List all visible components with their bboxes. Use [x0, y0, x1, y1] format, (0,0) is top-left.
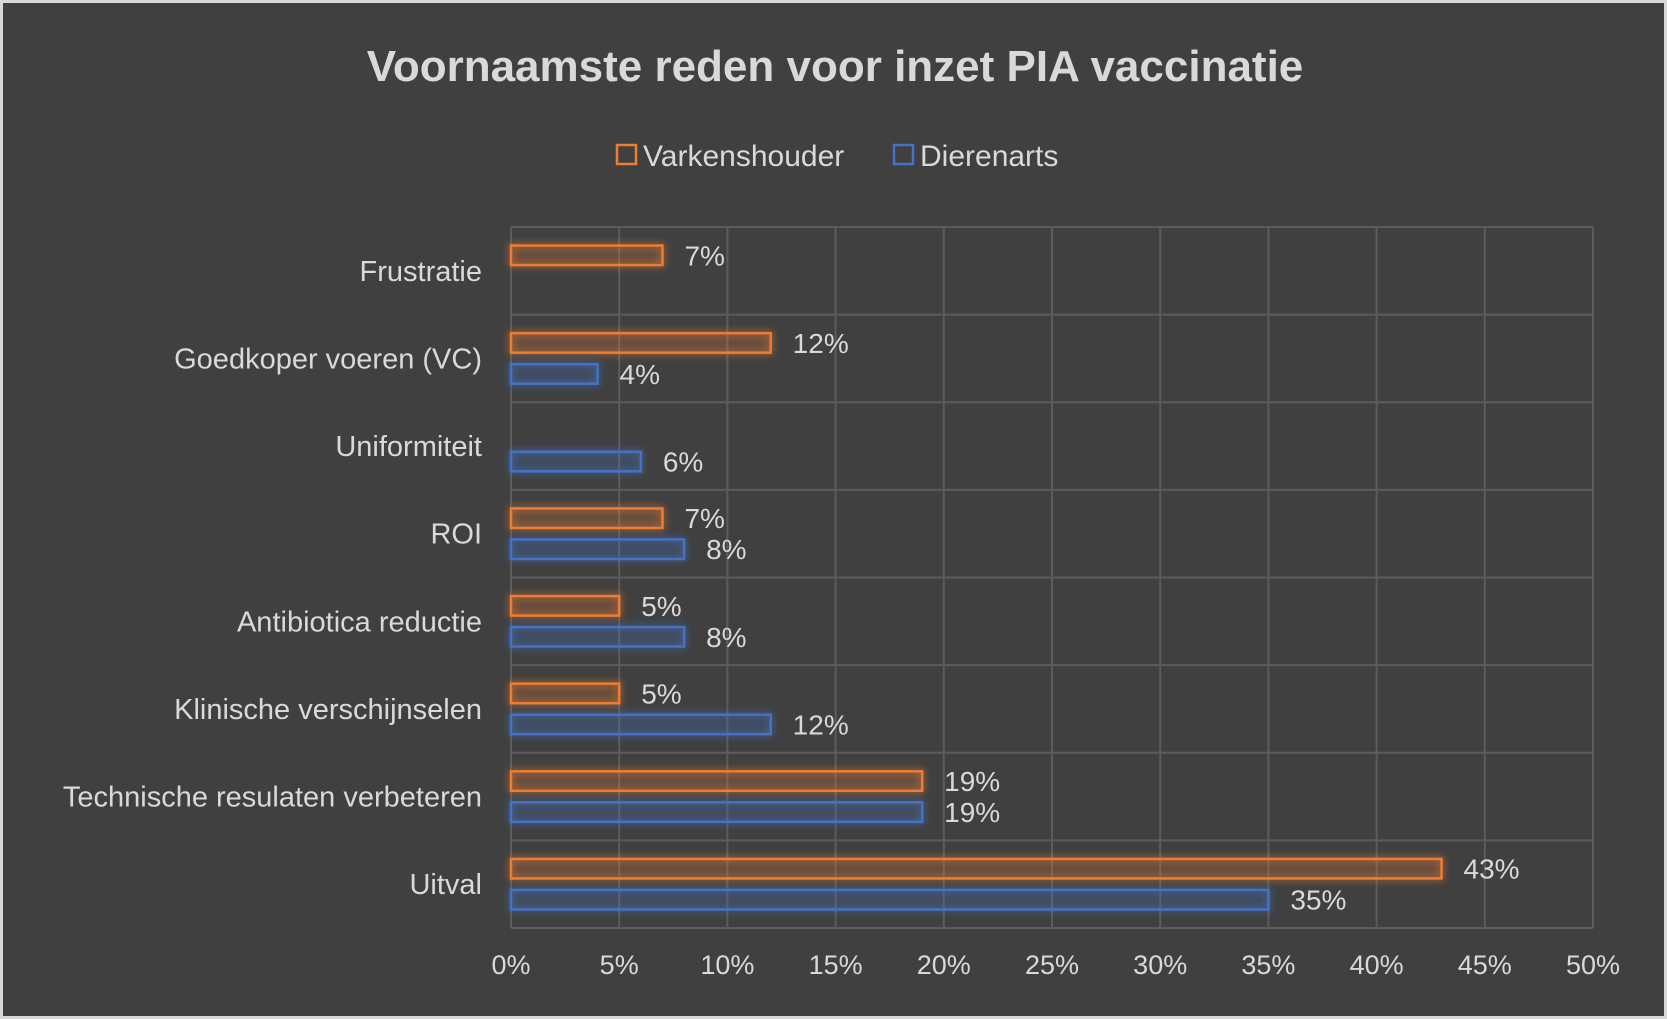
category-label-uniformiteit: Uniformiteit — [335, 431, 482, 463]
data-label-dierenarts-roi: 8% — [706, 534, 746, 565]
bar-varkenshouder-klinische-verschijnselen — [509, 682, 621, 705]
x-tick-label: 15% — [809, 950, 863, 980]
data-labels: 7%12%4%6%7%8%5%8%5%12%19%19%43%35% — [620, 240, 1520, 915]
data-label-dierenarts-uitval: 35% — [1290, 885, 1346, 916]
bar-dierenarts-antibiotica-reductie — [509, 625, 686, 648]
x-tick-label: 5% — [600, 950, 639, 980]
data-label-varkenshouder-uitval: 43% — [1464, 854, 1520, 885]
bar-dierenarts-klinische-verschijnselen — [509, 713, 772, 736]
bar-dierenarts-roi — [509, 538, 686, 561]
legend: Varkenshouder Dierenarts — [615, 140, 1058, 173]
bar-varkenshouder-technische-resulaten-verbeteren — [509, 770, 924, 793]
legend-swatch-varkenshouder — [615, 143, 638, 166]
data-label-varkenshouder-antibiotica-reductie: 5% — [641, 591, 681, 622]
data-label-varkenshouder-frustratie: 7% — [684, 240, 724, 271]
legend-swatch-dierenarts — [892, 143, 915, 166]
bar-dierenarts-technische-resulaten-verbeteren — [509, 801, 924, 824]
category-label-frustratie: Frustratie — [360, 256, 482, 288]
bar-chart: Voornaamste reden voor inzet PIA vaccina… — [63, 42, 1620, 980]
data-label-dierenarts-technische-resulaten-verbeteren: 19% — [944, 797, 1000, 828]
data-label-varkenshouder-roi: 7% — [684, 503, 724, 534]
bar-varkenshouder-goedkoper-voeren-vc — [509, 331, 772, 354]
x-tick-label: 30% — [1133, 950, 1187, 980]
category-labels: Frustratie Goedkoper voeren (VC) Uniformit… — [63, 256, 482, 901]
bar-dierenarts-goedkoper-voeren-vc — [509, 362, 599, 385]
x-tick-label: 20% — [917, 950, 971, 980]
bar-varkenshouder-antibiotica-reductie — [509, 594, 621, 617]
bar-dierenarts-uitval — [509, 888, 1270, 911]
x-tick-label: 35% — [1241, 950, 1295, 980]
x-tick-label: 0% — [491, 950, 530, 980]
x-tick-label: 50% — [1566, 950, 1620, 980]
data-label-varkenshouder-klinische-verschijnselen: 5% — [641, 678, 681, 709]
data-label-dierenarts-antibiotica-reductie: 8% — [706, 622, 746, 653]
data-label-varkenshouder-technische-resulaten-verbeteren: 19% — [944, 766, 1000, 797]
gridlines — [510, 226, 1594, 929]
x-tick-label: 45% — [1458, 950, 1512, 980]
bar-varkenshouder-uitval — [509, 857, 1443, 880]
category-label-uitval: Uitval — [409, 869, 482, 901]
bars — [509, 244, 1443, 911]
legend-label-varkenshouder: Varkenshouder — [643, 140, 844, 173]
category-label-technische-resulaten-verbeteren: Technische resulaten verbeteren — [63, 782, 482, 814]
category-label-roi: ROI — [430, 519, 482, 551]
data-label-varkenshouder-goedkoper-voeren-vc: 12% — [793, 328, 849, 359]
data-label-dierenarts-klinische-verschijnselen: 12% — [793, 709, 849, 740]
x-tick-label: 10% — [700, 950, 754, 980]
legend-label-dierenarts: Dierenarts — [920, 140, 1058, 173]
bar-dierenarts-uniformiteit — [509, 450, 643, 473]
category-label-goedkoper-voeren-vc: Goedkoper voeren (VC) — [174, 343, 482, 375]
x-tick-label: 40% — [1350, 950, 1404, 980]
category-label-klinische-verschijnselen: Klinische verschijnselen — [174, 694, 482, 726]
x-tick-label: 25% — [1025, 950, 1079, 980]
data-label-dierenarts-uniformiteit: 6% — [663, 447, 703, 478]
x-axis-tick-labels: 0% 5% 10% 15% 20% 25% 30% 35% 40% 45% 50% — [491, 950, 1620, 980]
data-label-dierenarts-goedkoper-voeren-vc: 4% — [620, 359, 660, 390]
chart-title: Voornaamste reden voor inzet PIA vaccina… — [367, 42, 1304, 91]
category-label-antibiotica-reductie: Antibiotica reductie — [237, 606, 482, 638]
bar-varkenshouder-frustratie — [509, 244, 664, 267]
bar-varkenshouder-roi — [509, 507, 664, 530]
